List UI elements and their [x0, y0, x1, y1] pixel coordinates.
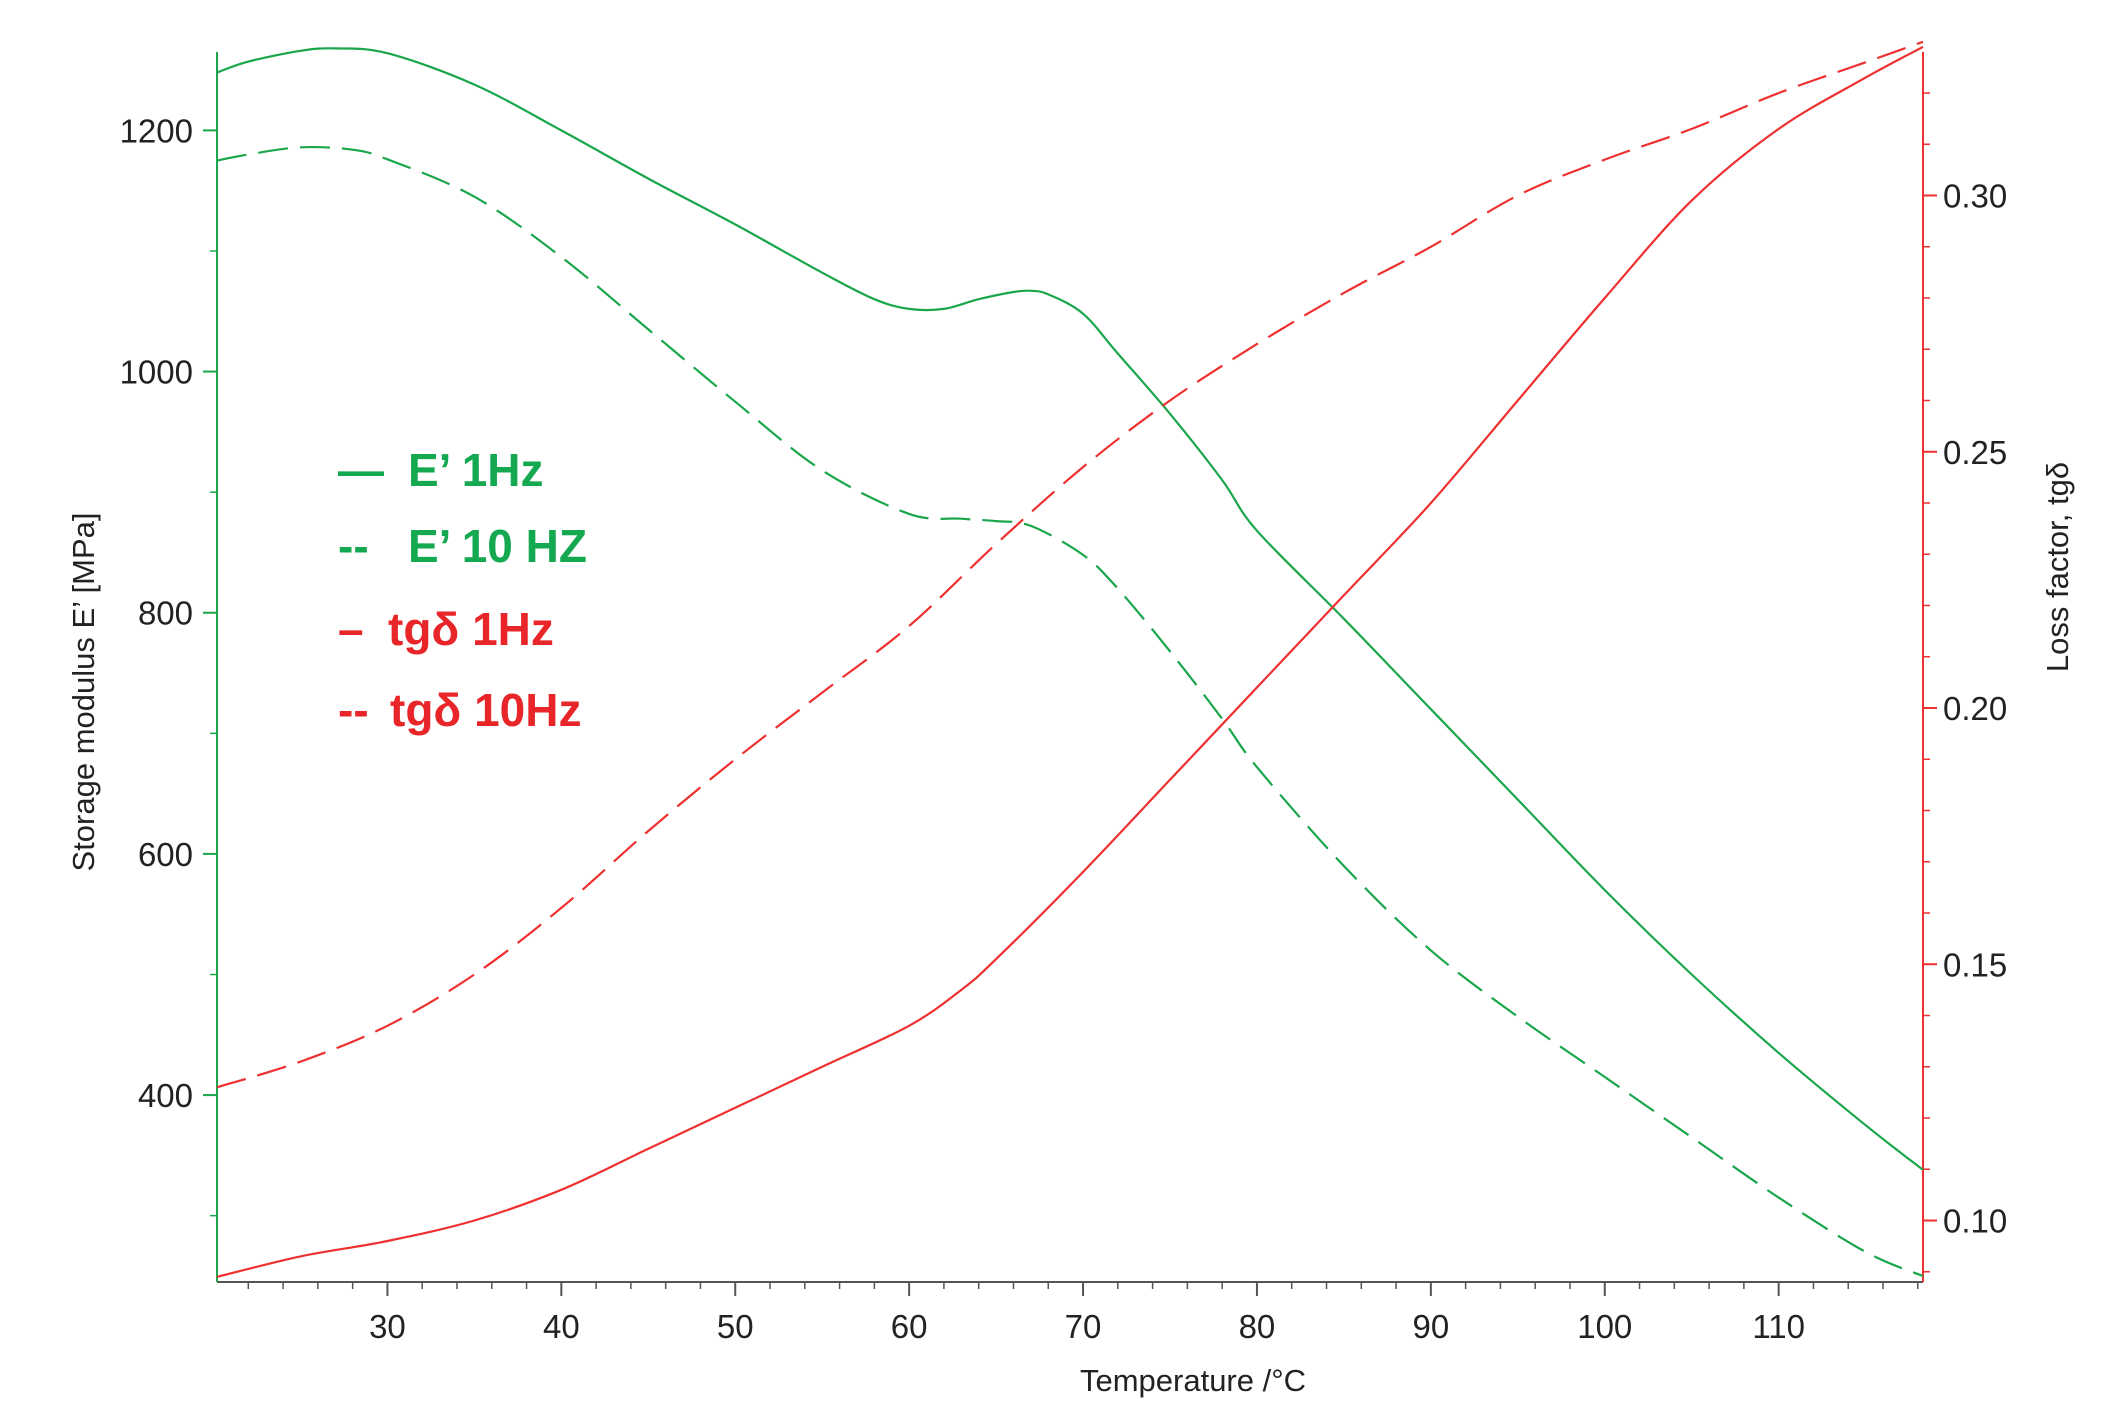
x-tick-label: 80 — [1239, 1308, 1276, 1345]
legend-label-tgd-10hz: tgδ 10Hz — [390, 684, 581, 736]
y-tick-label: 600 — [138, 836, 193, 873]
series-e-10hz — [216, 145, 1924, 1278]
y-axis-title: Storage modulus E’ [MPa] — [66, 513, 101, 872]
y-tick-label: 400 — [138, 1077, 193, 1114]
x-tick-label: 100 — [1577, 1308, 1632, 1345]
y2-tick-label: 0.25 — [1943, 434, 2007, 471]
x-tick-label: 90 — [1412, 1308, 1449, 1345]
y2-tick-label: 0.10 — [1943, 1203, 2007, 1240]
x-tick-label: 40 — [543, 1308, 580, 1345]
y2-tick-label: 0.30 — [1943, 178, 2007, 215]
y2-axis-title: Loss factor, tgδ — [2040, 462, 2075, 672]
x-tick-label: 30 — [369, 1308, 406, 1345]
legend-marker-tgd-1hz: – — [338, 603, 364, 655]
legend-entry-e-10hz: -- E’ 10 HZ — [338, 520, 587, 572]
x-tick-label: 50 — [717, 1308, 754, 1345]
ticks: 30 40 50 60 70 80 90 100 110 400 600 800 1000 1200 0.1… — [120, 92, 2007, 1345]
y2-tick-label: 0.15 — [1943, 946, 2007, 983]
series-group — [216, 40, 1924, 1278]
legend-marker-e-1hz: — — [338, 444, 384, 496]
y-tick-label: 800 — [138, 595, 193, 632]
series-tgd-1hz — [216, 45, 1924, 1278]
y-tick-label: 1200 — [120, 112, 193, 149]
legend-entry-tgd-1hz: – tgδ 1Hz — [338, 603, 554, 655]
x-axis-title: Temperature /°C — [1080, 1363, 1306, 1398]
legend-label-e-1hz: E’ 1Hz — [408, 444, 544, 496]
legend-entry-tgd-10hz: -- tgδ 10Hz — [338, 684, 581, 736]
legend-marker-tgd-10hz: -- — [338, 684, 369, 736]
legend-marker-e-10hz: -- — [338, 520, 369, 572]
x-tick-label: 70 — [1065, 1308, 1102, 1345]
x-tick-label: 110 — [1752, 1308, 1805, 1345]
legend-entry-e-1hz: — E’ 1Hz — [338, 444, 544, 496]
series-e-1hz — [216, 47, 1924, 1171]
legend-label-e-10hz: E’ 10 HZ — [408, 520, 587, 572]
legend: — E’ 1Hz -- E’ 10 HZ – tgδ 1Hz -- tgδ 10… — [338, 444, 587, 736]
legend-label-tgd-1hz: tgδ 1Hz — [388, 603, 554, 655]
y2-tick-label: 0.20 — [1943, 690, 2007, 727]
axes — [216, 52, 1924, 1283]
y-tick-label: 1000 — [120, 354, 193, 391]
x-tick-label: 60 — [891, 1308, 928, 1345]
series-tgd-10hz — [216, 40, 1924, 1089]
